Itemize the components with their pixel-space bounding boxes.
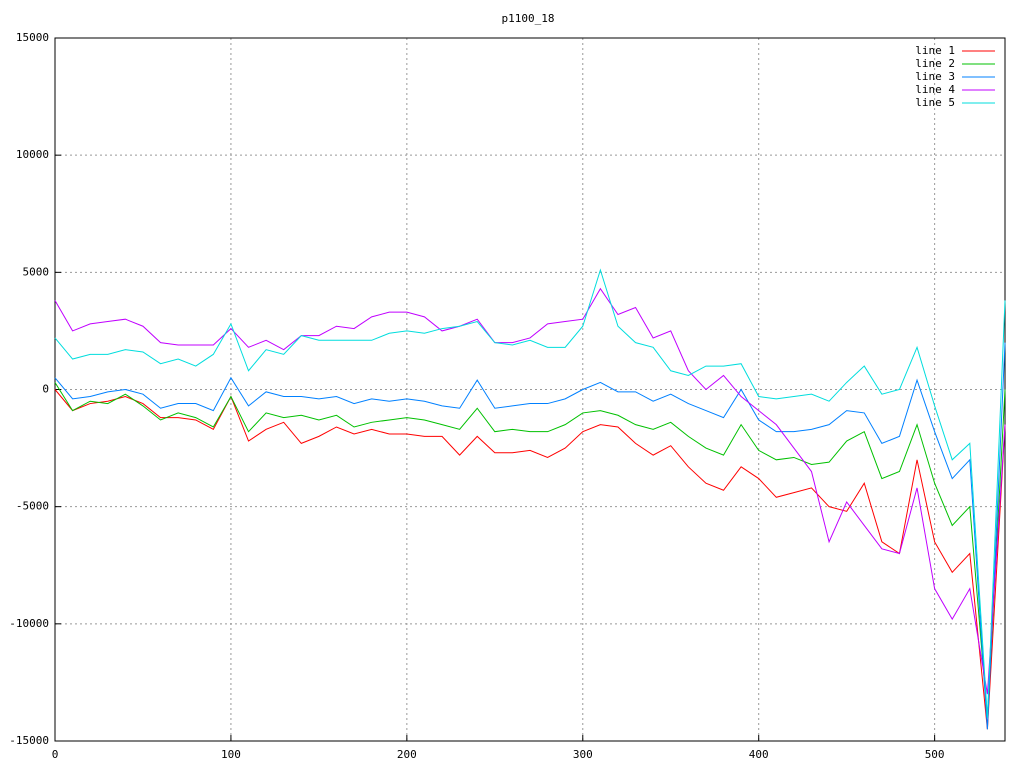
legend-label: line 2 — [915, 57, 955, 70]
data-line — [54, 389, 1006, 730]
x-tick-label: 0 — [52, 748, 59, 761]
y-tick-label: 0 — [42, 383, 49, 396]
y-tick-label: 15000 — [16, 31, 49, 44]
chart-title: p1100_18 — [502, 12, 555, 25]
y-tick-label: -15000 — [9, 734, 49, 747]
data-line — [54, 287, 1006, 695]
legend-label: line 1 — [915, 44, 955, 57]
y-tick-label: -10000 — [9, 617, 49, 630]
x-tick-label: 200 — [397, 748, 417, 761]
data-line — [54, 342, 1006, 730]
legend-label: line 4 — [915, 83, 955, 96]
y-tick-label: 10000 — [16, 148, 49, 161]
legend-label: line 3 — [915, 70, 955, 83]
legend-label: line 5 — [915, 96, 955, 109]
y-tick-label: 5000 — [23, 265, 50, 278]
x-tick-label: 400 — [749, 748, 769, 761]
x-tick-label: 100 — [221, 748, 241, 761]
data-line — [54, 382, 1006, 718]
x-tick-label: 300 — [573, 748, 593, 761]
x-tick-label: 500 — [925, 748, 945, 761]
data-line — [54, 268, 1006, 718]
y-tick-label: -5000 — [16, 500, 49, 513]
